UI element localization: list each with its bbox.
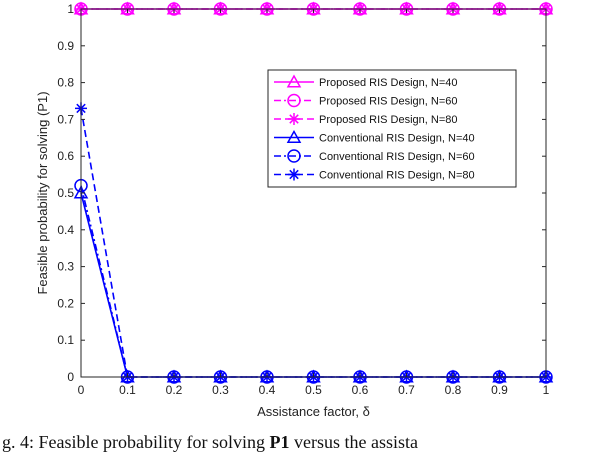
y-tick-label: 0.4 [57, 223, 74, 237]
x-axis-title: Assistance factor, δ [257, 404, 370, 419]
x-tick-label: 0.8 [445, 383, 462, 397]
chart: 0 0.1 0.2 0.3 0.4 0.5 0.6 0.7 0.8 0.9 1 0 0.1 0.2 0.3… [35, 1, 554, 419]
x-tick-label: 0.6 [352, 383, 369, 397]
legend-label: Conventional RIS Design, N=40 [319, 133, 475, 145]
y-tick-label: 0.7 [57, 112, 74, 126]
x-tick-label: 0.3 [212, 383, 229, 397]
y-tick-label: 0.3 [57, 260, 74, 274]
legend-marker [286, 129, 302, 144]
legend-marker [288, 113, 300, 125]
legend-label: Conventional RIS Design, N=60 [319, 151, 475, 163]
legend-label: Proposed RIS Design, N=40 [319, 77, 458, 89]
x-tick-label: 0.9 [491, 383, 508, 397]
y-tick-label: 0.6 [57, 149, 74, 163]
y-tick-label: 0.5 [57, 186, 74, 200]
x-tick-label: 0 [78, 383, 85, 397]
x-axis: 0 0.1 0.2 0.3 0.4 0.5 0.6 0.7 0.8 0.9 1 [78, 9, 550, 397]
legend-item: Proposed RIS Design, N=40 [274, 74, 458, 89]
x-tick-label: 0.4 [259, 383, 276, 397]
legend: Proposed RIS Design, N=40 Proposed RIS De… [267, 69, 517, 188]
x-tick-label: 0.2 [166, 383, 183, 397]
x-tick-label: 0.1 [119, 383, 136, 397]
plot-area [81, 9, 546, 377]
legend-box [267, 69, 517, 188]
caption-prefix: g. 4: Feasible probability for solving [2, 432, 270, 452]
y-tick-label: 0.8 [57, 76, 74, 90]
legend-item: Conventional RIS Design, N=40 [274, 129, 475, 145]
legend-item: Conventional RIS Design, N=80 [274, 168, 475, 182]
legend-marker [288, 168, 300, 181]
legend-label: Proposed RIS Design, N=80 [319, 114, 458, 126]
x-tick-label: 0.7 [398, 383, 415, 397]
legend-item: Proposed RIS Design, N=60 [274, 93, 458, 108]
legend-label: Proposed RIS Design, N=60 [319, 96, 458, 108]
y-tick-label: 0.1 [57, 333, 74, 347]
y-tick-label: 1 [67, 2, 74, 16]
y-tick-label: 0.9 [57, 39, 74, 53]
y-tick-label: 0 [67, 370, 74, 384]
x-tick-label: 1 [543, 383, 550, 397]
y-axis-title: Feasible probability for solving (P1) [35, 91, 50, 294]
legend-label: Conventional RIS Design, N=80 [319, 170, 475, 182]
x-tick-label: 0.5 [305, 383, 322, 397]
legend-marker [286, 74, 302, 88]
legend-item: Proposed RIS Design, N=80 [274, 113, 458, 126]
y-axis: 0 0.1 0.2 0.3 0.4 0.5 0.6 0.7 0.8 0.9 1 [57, 2, 546, 384]
caption-suffix: versus the assista [289, 432, 418, 452]
y-tick-label: 0.2 [57, 296, 74, 310]
figure-caption: g. 4: Feasible probability for solving P… [0, 432, 590, 454]
legend-marker [287, 149, 301, 163]
caption-bold: P1 [269, 432, 290, 452]
legend-marker [287, 93, 301, 108]
legend-item: Conventional RIS Design, N=60 [274, 149, 475, 163]
